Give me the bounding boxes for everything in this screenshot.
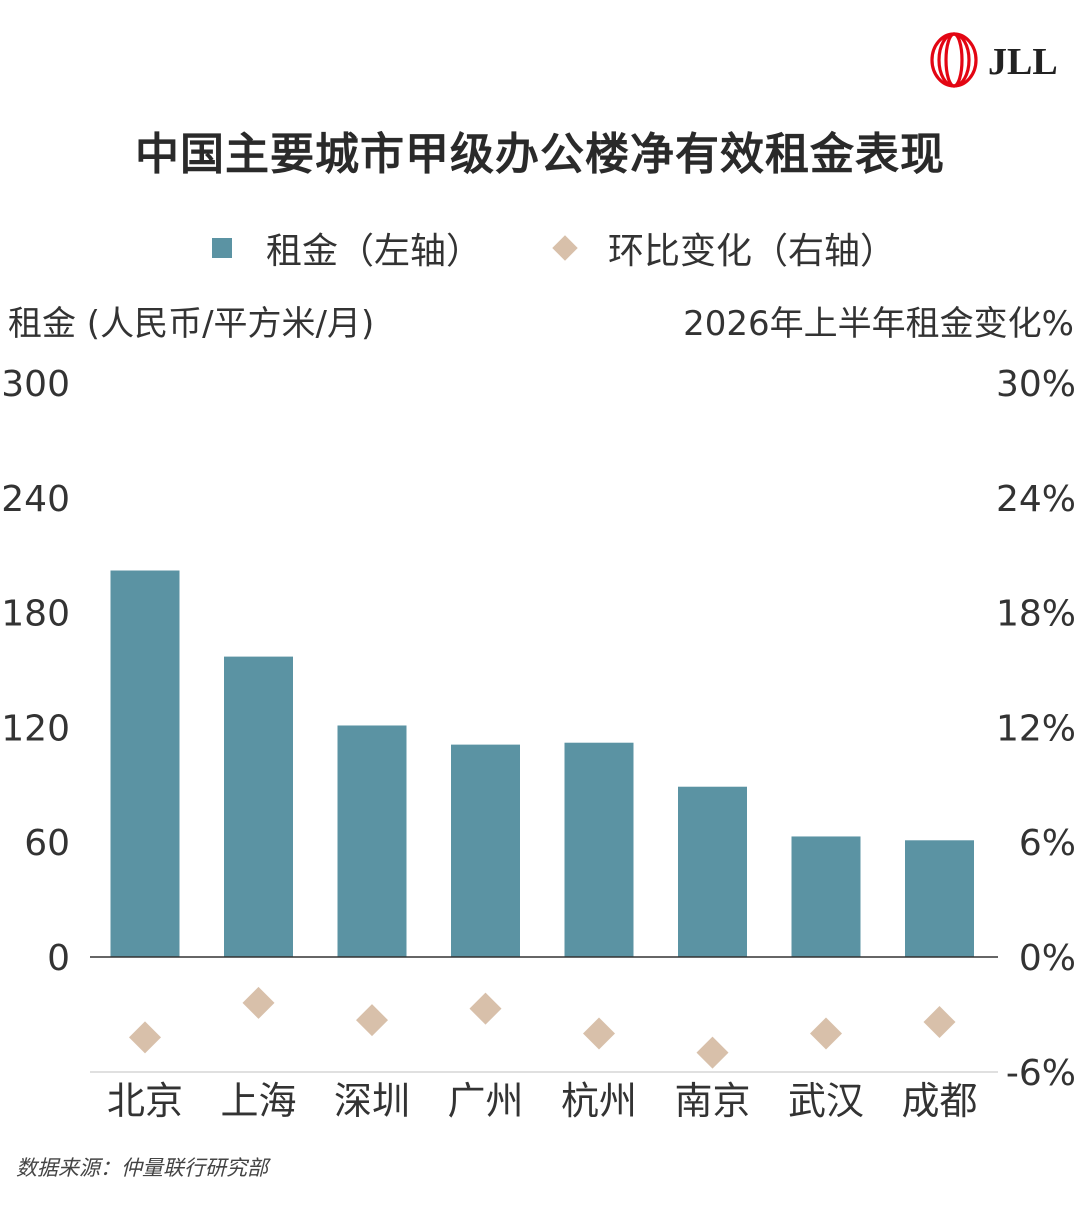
legend-item-change: 环比变化（右轴） xyxy=(552,222,897,274)
right-tick-label: -6% xyxy=(1006,1053,1076,1094)
category-label: 上海 xyxy=(220,1079,296,1123)
source-note: 数据来源：仲量联行研究部 xyxy=(16,1156,268,1180)
category-label: 武汉 xyxy=(788,1079,864,1123)
category-label: 成都 xyxy=(901,1079,977,1123)
chart-title: 中国主要城市甲级办公楼净有效租金表现 xyxy=(135,129,945,180)
left-tick-label: 60 xyxy=(24,823,70,864)
legend-label-change: 环比变化（右轴） xyxy=(608,231,897,272)
bar xyxy=(905,840,974,957)
category-label: 深圳 xyxy=(334,1079,410,1123)
legend-diamond-swatch xyxy=(552,235,578,261)
bar xyxy=(110,570,180,957)
legend-label-rent: 租金（左轴） xyxy=(266,231,483,272)
left-axis-title: 租金 (人民币/平方米/月) xyxy=(8,304,375,344)
right-axis-title: 2026年上半年租金变化% xyxy=(683,304,1074,344)
right-tick-label: 24% xyxy=(996,479,1076,520)
legend: 租金（左轴） 环比变化（右轴） xyxy=(0,222,1080,272)
scatter-point xyxy=(923,1006,956,1039)
jll-ribbon-logo-icon: JLL xyxy=(930,32,1058,88)
bar xyxy=(451,744,520,957)
bar xyxy=(678,786,747,957)
left-tick-label: 180 xyxy=(1,594,70,635)
bar xyxy=(564,742,634,957)
scatter-point xyxy=(242,986,275,1019)
legend-square-swatch xyxy=(212,238,232,258)
right-tick-label: 18% xyxy=(996,594,1076,635)
scatter-point xyxy=(469,992,502,1025)
scatter-point xyxy=(129,1021,161,1054)
category-label: 南京 xyxy=(674,1079,750,1123)
scatter-point xyxy=(696,1036,729,1069)
bar xyxy=(337,725,407,957)
right-tick-label: 12% xyxy=(996,708,1076,749)
bar xyxy=(791,836,861,957)
right-tick-label: 0% xyxy=(1019,938,1076,979)
left-tick-label: 240 xyxy=(1,479,70,520)
right-tick-label: 6% xyxy=(1019,823,1076,864)
left-tick-label: 300 xyxy=(1,364,70,405)
scatter-point xyxy=(810,1017,842,1050)
logo-text: JLL xyxy=(988,41,1058,83)
left-tick-label: 0 xyxy=(47,938,70,979)
bar xyxy=(224,656,293,957)
left-tick-label: 120 xyxy=(1,708,70,749)
category-label: 广州 xyxy=(447,1079,523,1123)
scatter-point xyxy=(583,1017,615,1050)
category-label: 北京 xyxy=(107,1079,183,1123)
category-label: 杭州 xyxy=(561,1079,637,1123)
scatter-point xyxy=(356,1004,388,1037)
legend-item-rent: 租金（左轴） xyxy=(212,222,482,274)
jll-logo: JLL xyxy=(928,30,1058,90)
right-tick-label: 30% xyxy=(996,364,1076,405)
